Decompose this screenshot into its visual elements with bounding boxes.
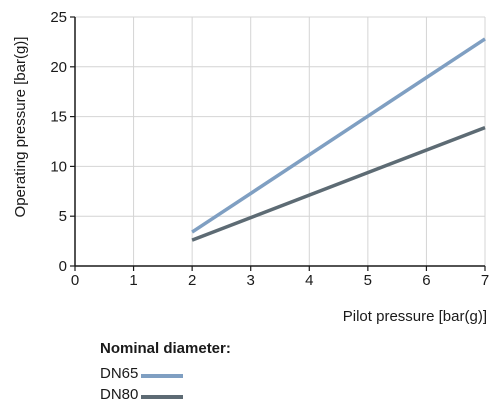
y-tick-label: 0 <box>59 258 67 275</box>
grid <box>75 16 486 266</box>
x-tick-label: 4 <box>305 272 313 289</box>
y-tick-label: 15 <box>50 109 67 126</box>
y-tick-label: 25 <box>50 9 67 26</box>
legend: Nominal diameter: DN65 DN80 <box>100 340 231 405</box>
legend-item-dn65: DN65 <box>100 363 231 384</box>
legend-label-dn80: DN80 <box>100 386 139 403</box>
x-tick-label: 3 <box>247 272 255 289</box>
legend-swatch-dn65 <box>141 373 184 378</box>
axes <box>70 16 486 271</box>
legend-swatch-dn80 <box>141 394 184 399</box>
x-tick-label: 2 <box>188 272 196 289</box>
x-axis-title: Pilot pressure [bar(g)] <box>343 308 487 325</box>
y-tick-label: 10 <box>50 158 67 175</box>
y-axis-title: Operating pressure [bar(g)] <box>12 37 29 218</box>
legend-label-dn65: DN65 <box>100 365 139 382</box>
y-tick-label: 5 <box>59 208 67 225</box>
x-tick-label: 6 <box>422 272 430 289</box>
y-tick-label: 20 <box>50 59 67 76</box>
series-line-dn65 <box>191 37 486 234</box>
legend-title: Nominal diameter: <box>100 340 231 357</box>
series-lines <box>191 37 486 242</box>
x-tick-label: 1 <box>129 272 137 289</box>
x-tick-label: 0 <box>71 272 79 289</box>
tick-labels: 0 1 2 3 4 5 6 7 0 5 10 15 20 25 <box>50 9 489 289</box>
x-tick-label: 5 <box>364 272 372 289</box>
legend-item-dn80: DN80 <box>100 384 231 405</box>
x-tick-label: 7 <box>481 272 489 289</box>
series-line-dn80 <box>191 125 486 242</box>
